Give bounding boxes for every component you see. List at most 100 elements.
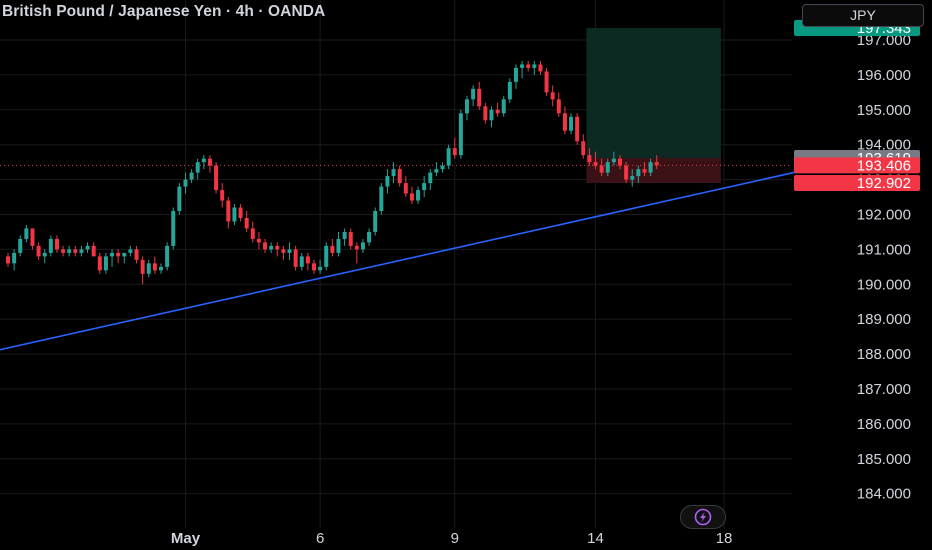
candle xyxy=(67,245,72,257)
candle-body xyxy=(305,256,310,264)
candle xyxy=(299,252,304,271)
take-profit-zone[interactable] xyxy=(586,28,721,158)
y-tick-label: 192.000 xyxy=(857,207,911,224)
candle xyxy=(61,245,66,257)
candle-body xyxy=(367,231,372,243)
candle xyxy=(391,162,396,184)
candles xyxy=(6,60,659,285)
y-tick-label: 197.000 xyxy=(857,32,911,49)
candle xyxy=(379,183,384,215)
candle-body xyxy=(54,238,59,250)
candle xyxy=(12,249,17,271)
candle-body xyxy=(360,242,365,250)
x-tick-label: 18 xyxy=(716,530,733,547)
candle xyxy=(422,176,427,198)
candle-body xyxy=(256,238,261,243)
candle-body xyxy=(385,176,390,187)
candle xyxy=(287,242,292,260)
candle xyxy=(293,245,298,271)
trendline[interactable] xyxy=(0,161,841,351)
candle-body xyxy=(324,245,329,267)
candle xyxy=(501,95,506,117)
candle xyxy=(446,144,451,170)
candle-body xyxy=(201,158,206,163)
candle xyxy=(330,238,335,257)
candle-body xyxy=(330,245,335,253)
candle-body xyxy=(73,249,78,253)
candle-body xyxy=(618,158,622,166)
candle xyxy=(452,137,457,159)
candle xyxy=(605,158,610,177)
candle-body xyxy=(195,162,200,173)
candle-body xyxy=(171,211,176,246)
candle xyxy=(201,155,206,170)
candle-body xyxy=(122,252,127,257)
candle xyxy=(146,259,151,278)
candle xyxy=(611,151,616,166)
candle-body xyxy=(575,116,580,142)
candle-body xyxy=(318,266,323,271)
candle-body xyxy=(348,231,353,246)
candle-body xyxy=(110,252,115,257)
y-tick-label: 191.000 xyxy=(857,241,911,258)
candle-body xyxy=(312,263,316,271)
candle xyxy=(189,169,194,184)
candle-body xyxy=(434,169,439,173)
candle xyxy=(513,64,518,89)
candle-body xyxy=(409,193,414,201)
candle-body xyxy=(477,88,482,107)
candle xyxy=(569,113,574,135)
candle xyxy=(207,155,212,173)
candle xyxy=(648,158,653,177)
y-tick-label: 185.000 xyxy=(857,451,911,468)
candle-body xyxy=(526,64,531,68)
candle xyxy=(642,162,647,177)
y-tick-label: 187.000 xyxy=(857,381,911,398)
candle xyxy=(73,245,78,257)
candle xyxy=(171,207,176,250)
candle xyxy=(159,263,163,274)
candle xyxy=(226,197,231,229)
candle xyxy=(36,242,41,260)
candle xyxy=(318,259,323,274)
candle-body xyxy=(501,99,506,114)
candle xyxy=(336,231,341,257)
candle-body xyxy=(250,228,255,239)
candle-body xyxy=(489,109,494,121)
candle xyxy=(544,67,549,96)
candle xyxy=(416,186,421,205)
y-tick-label: 190.000 xyxy=(857,276,911,293)
candle-body xyxy=(605,162,610,173)
candle xyxy=(48,235,53,257)
y-tick-label: 196.000 xyxy=(857,67,911,84)
candle xyxy=(654,155,659,170)
candle xyxy=(18,235,23,257)
candle-body xyxy=(128,249,133,253)
candle xyxy=(489,106,494,128)
candle-body xyxy=(391,169,396,177)
candle-body xyxy=(6,256,10,264)
candle-body xyxy=(12,252,17,264)
y-tick-label: 186.000 xyxy=(857,416,911,433)
candle-body xyxy=(373,211,378,232)
candle xyxy=(397,165,402,187)
candle-body xyxy=(79,249,84,253)
candle xyxy=(367,228,372,246)
candle xyxy=(477,81,482,110)
candle xyxy=(532,60,537,75)
candle-body xyxy=(354,245,359,250)
candle xyxy=(177,183,182,215)
candle xyxy=(214,162,219,194)
candle xyxy=(526,60,531,72)
candle xyxy=(630,169,635,187)
candle-body xyxy=(134,249,139,260)
candle xyxy=(183,172,188,194)
candle xyxy=(305,252,310,271)
candle-body xyxy=(593,162,598,166)
candle xyxy=(434,162,439,177)
currency-button[interactable]: JPY xyxy=(802,4,924,27)
candle-body xyxy=(183,179,188,187)
boost-button[interactable] xyxy=(680,505,726,529)
candle-body xyxy=(293,249,298,267)
